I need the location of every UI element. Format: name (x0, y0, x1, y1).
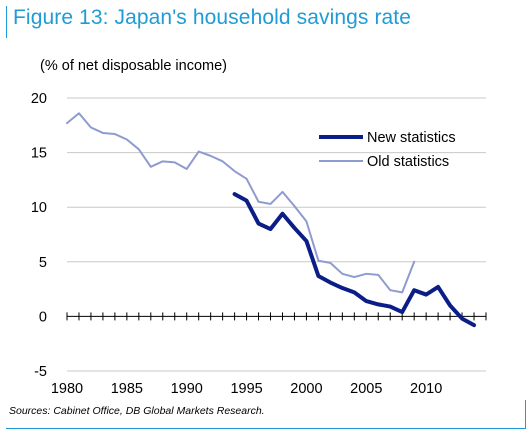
x-tick-labels: 1980 1985 1990 1995 2000 2005 2010 (51, 381, 442, 397)
frame-bottom-rule (6, 428, 526, 429)
x-tick-label: 1995 (230, 381, 262, 397)
frame-right-rule (525, 400, 526, 428)
y-tick-label: 15 (31, 146, 47, 162)
x-tick-label: 1980 (51, 381, 83, 397)
y-axis-unit-label: (% of net disposable income) (40, 58, 227, 74)
new-statistics-line (232, 192, 477, 328)
x-tick-label: 1985 (111, 381, 143, 397)
chart-title: Figure 13: Japan's household savings rat… (13, 6, 412, 29)
x-tick-label: 2010 (410, 381, 442, 397)
y-tick-label: 10 (31, 200, 47, 216)
old-statistics-line (66, 112, 416, 294)
y-tick-label: 20 (31, 91, 47, 107)
legend-label: Old statistics (367, 154, 449, 170)
x-tick-label: 2000 (290, 381, 322, 397)
x-tick-label: 1990 (171, 381, 203, 397)
y-tick-labels: -5 0 5 10 15 20 (31, 91, 47, 380)
gridlines (67, 97, 486, 372)
y-tick-label: 5 (39, 255, 47, 271)
x-axis (66, 312, 487, 321)
y-tick-label: 0 (39, 309, 47, 325)
source-note: Sources: Cabinet Office, DB Global Marke… (9, 405, 265, 417)
x-tick-label: 2005 (350, 381, 382, 397)
legend-label: New statistics (367, 130, 456, 146)
y-tick-label: -5 (34, 364, 47, 380)
legend: New statistics Old statistics (319, 130, 456, 170)
series-lines (66, 112, 477, 328)
frame-left-rule (6, 6, 7, 38)
